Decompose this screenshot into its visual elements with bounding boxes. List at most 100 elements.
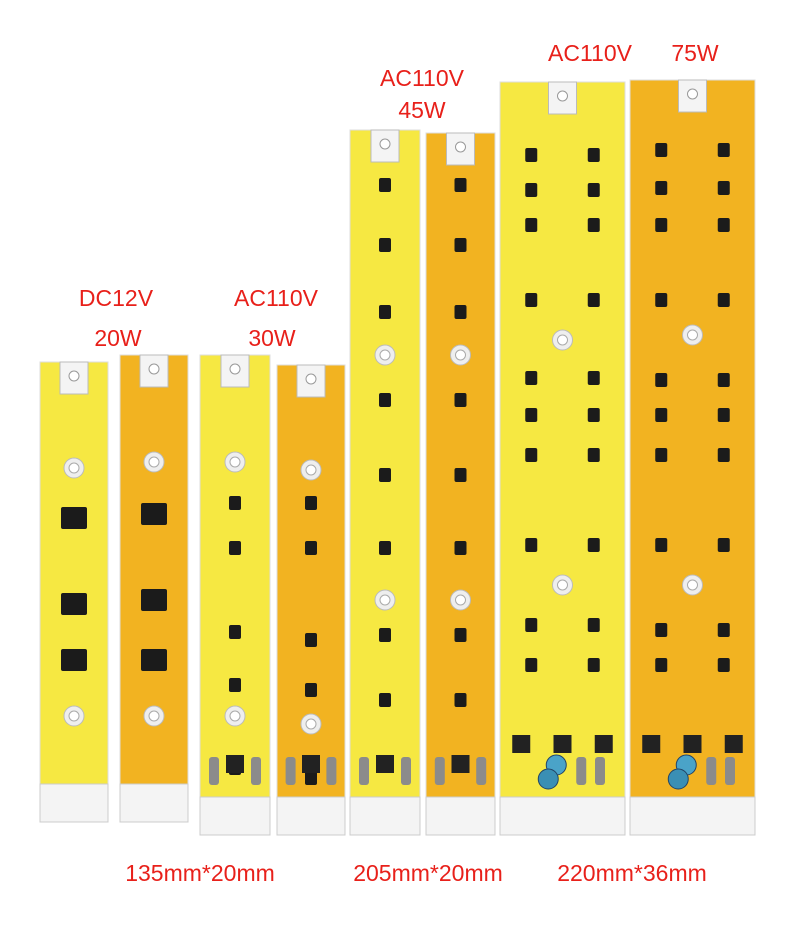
power-label: 45W xyxy=(398,97,446,123)
resistor xyxy=(595,757,605,785)
led-chip xyxy=(454,628,467,642)
rectifier xyxy=(594,735,613,753)
led-chip xyxy=(454,393,467,407)
board xyxy=(349,129,421,836)
led-chip xyxy=(525,658,538,672)
led-chip xyxy=(655,293,668,307)
led-chip xyxy=(525,408,538,422)
rectifier xyxy=(683,735,702,753)
led-chip xyxy=(655,218,668,232)
led-chip xyxy=(379,178,391,192)
driver-chip xyxy=(141,503,167,525)
board-footer xyxy=(199,796,271,836)
resistor xyxy=(359,757,369,785)
rectifier xyxy=(642,735,661,753)
driver-chip xyxy=(141,589,167,611)
power-label: 30W xyxy=(248,325,296,351)
board xyxy=(499,81,626,836)
led-chip xyxy=(717,293,730,307)
board-tab xyxy=(370,129,400,163)
mount-hole xyxy=(379,594,391,606)
mount-hole xyxy=(229,456,241,468)
voltage-label: AC110V xyxy=(548,40,633,66)
led-chip xyxy=(525,538,538,552)
resistor xyxy=(476,757,487,785)
led-chip xyxy=(454,178,467,192)
mount-hole xyxy=(148,710,160,722)
resistor xyxy=(209,757,219,785)
led-chip xyxy=(229,541,241,555)
mount-hole xyxy=(68,462,80,474)
led-chip xyxy=(305,496,317,510)
tab-hole xyxy=(455,141,466,153)
led-chip xyxy=(525,448,538,462)
led-chip xyxy=(379,305,391,319)
mount-hole xyxy=(148,456,160,468)
tab-hole xyxy=(68,370,80,382)
led-chip xyxy=(379,541,391,555)
led-chip xyxy=(717,408,730,422)
capacitor xyxy=(537,768,559,790)
resistor xyxy=(285,757,296,785)
boards xyxy=(39,79,756,836)
driver-ic xyxy=(376,755,394,773)
board xyxy=(119,354,189,823)
board xyxy=(39,361,109,823)
led-chip xyxy=(305,633,317,647)
driver-ic xyxy=(302,755,320,773)
power-label: 20W xyxy=(94,325,142,351)
led-chip xyxy=(229,678,241,692)
led-chip xyxy=(454,693,467,707)
board-footer xyxy=(39,783,109,823)
rectifier xyxy=(553,735,572,753)
board xyxy=(629,79,756,836)
mount-hole xyxy=(687,329,698,341)
mount-hole xyxy=(229,710,241,722)
led-chip xyxy=(525,218,538,232)
led-chip xyxy=(305,541,317,555)
led-chip xyxy=(229,496,241,510)
led-chip xyxy=(454,541,467,555)
led-chip xyxy=(587,448,600,462)
led-chip xyxy=(379,393,391,407)
led-chip xyxy=(655,373,668,387)
board-footer xyxy=(349,796,421,836)
resistor xyxy=(576,757,587,785)
led-chip xyxy=(587,148,600,162)
led-chip xyxy=(229,625,241,639)
led-chip xyxy=(454,238,467,252)
mount-hole xyxy=(455,349,466,361)
tab-hole xyxy=(379,138,391,150)
driver-chip xyxy=(61,507,87,529)
mount-hole xyxy=(305,718,317,730)
tab-hole xyxy=(305,373,317,385)
led-chip xyxy=(454,305,467,319)
mount-hole xyxy=(687,579,698,591)
size-label: 205mm*20mm xyxy=(353,860,503,886)
voltage-label: DC12V xyxy=(79,285,154,311)
led-chip xyxy=(454,468,467,482)
led-chip xyxy=(525,183,538,197)
board-footer xyxy=(499,796,626,836)
rectifier xyxy=(724,735,743,753)
size-label: 220mm*36mm xyxy=(557,860,707,886)
mount-hole xyxy=(68,710,80,722)
led-chip xyxy=(379,238,391,252)
board-footer xyxy=(119,783,189,823)
led-chip xyxy=(587,293,600,307)
size-label: 135mm*20mm xyxy=(125,860,275,886)
board-footer xyxy=(276,796,346,836)
driver-chip xyxy=(61,649,87,671)
led-chip xyxy=(379,693,391,707)
led-chip xyxy=(587,183,600,197)
tab-hole xyxy=(687,88,698,100)
led-chip xyxy=(525,148,538,162)
led-chip xyxy=(379,468,391,482)
mount-hole xyxy=(557,579,568,591)
led-chip xyxy=(525,293,538,307)
led-chip xyxy=(525,371,538,385)
voltage-label: AC110V xyxy=(380,65,465,91)
tab-hole xyxy=(148,363,160,375)
led-chip xyxy=(379,628,391,642)
voltage-label: AC110V xyxy=(234,285,319,311)
